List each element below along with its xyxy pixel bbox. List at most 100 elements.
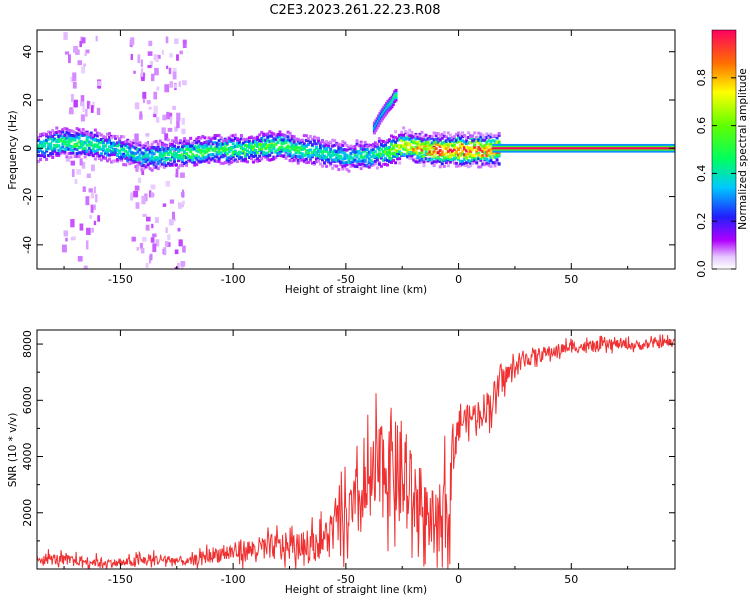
spectrogram-cell [440,132,444,136]
branch-cell [394,93,398,97]
spectrogram-cell [272,137,276,141]
spectrogram-cell [284,135,288,139]
spectrogram-cell [373,144,377,148]
spectrogram-cell [231,142,235,146]
spectrogram-cell [493,139,497,143]
spectrogram-cell [456,153,460,157]
spectrogram-cell [276,148,280,152]
spectrogram-cell [316,154,320,158]
spectrogram-cell [308,134,312,138]
noise-band-speck [181,189,185,198]
spectrogram-cell [294,148,298,152]
spectrogram-cell [471,148,475,152]
noise-band-speck [169,199,175,204]
spectrogram-cell [132,138,136,142]
noise-band-speck [137,177,142,184]
noise-band-speck [180,172,185,178]
spectrogram-cell [67,140,71,144]
spectrogram-cell [438,159,442,163]
spectrogram-cell [430,157,434,161]
spectrogram-cell [162,149,166,153]
spectrogram-cell [191,155,195,159]
spectrogram-cell [73,147,77,151]
spectrogram-cell [268,146,272,150]
spectrogram-cell [126,140,130,144]
noise-band-speck [165,227,168,234]
spectrogram-cell [219,142,223,146]
spectrogram-cell [89,131,93,135]
spectrogram-cell [493,134,497,138]
spectrogram-cell [385,158,389,162]
spectrogram-cell [270,144,274,148]
spectrogram-cell [61,130,65,134]
spectrogram-cell [245,153,249,157]
spectrogram-cell [108,149,112,153]
spectrogram-cell [319,162,323,166]
spectrogram-cell [428,146,432,150]
spectrogram-cell [402,153,406,157]
spectrogram-cell [434,157,438,161]
spectrogram-cell [410,140,414,144]
spectrogram-cell [134,146,138,150]
spectrogram-cell [201,159,205,163]
spectrogram-cell [268,130,272,134]
spectrogram-cell [99,138,103,142]
spectrogram-cell [108,153,112,157]
spectrogram-cell [85,136,89,140]
spectrogram-cell [385,146,389,150]
spectrogram-cell [260,149,264,153]
spectrogram-cell [105,132,109,136]
spectrogram-cell [239,151,243,155]
spectrogram-cell [250,135,254,139]
spectrogram-cell [67,132,71,136]
noise-band-speck [63,230,69,237]
spectrogram-cell [371,154,375,158]
noise-band-speck [179,50,183,55]
spectrogram-cell [329,163,333,167]
noise-band-speck [149,61,153,67]
spectrogram-cell [156,149,160,153]
spectrogram-cell [325,158,329,162]
noise-band-speck [136,247,140,251]
spectrogram-cell [316,150,320,154]
spectrogram-cell [300,152,304,156]
spectrogram-cell [154,155,158,159]
spectrogram-cell [241,147,245,151]
noise-band-speck [169,112,173,120]
spectrogram-cell [310,155,314,159]
spectrogram-cell [367,160,371,164]
spectrogram-cell [294,151,298,155]
spectrogram-cell [203,144,207,148]
spectrogram-cell [274,137,278,141]
spectrogram-cell [95,145,99,149]
spectrogram-cell [432,131,436,135]
spectrogram-cell [290,159,294,163]
spectrogram-cell [205,158,209,162]
spectrogram-cell [103,151,107,155]
spectrogram-cell [469,159,473,163]
spectrogram-cell [493,152,497,156]
spectrogram-cell [400,153,404,157]
spectrogram-cell [424,150,428,154]
spectrogram-cell [351,150,355,154]
spectrogram-cell [243,143,247,147]
spectrogram-cell [335,153,339,157]
spectrogram-cell [215,144,219,148]
spectrogram-cell [136,147,140,151]
spectrogram-cell [225,139,229,143]
spectrogram-cell [79,140,83,144]
spectrogram-cell [298,141,302,145]
spectrogram-cell [118,149,122,153]
noise-band-speck [80,95,85,103]
spectrogram-cell [245,160,249,164]
spectrogram-cell [278,138,282,142]
noise-band-speck [95,35,98,42]
spectrogram-cell [298,151,302,155]
noise-band-speck [174,38,179,44]
spectrogram-cell [245,149,249,153]
spectrogram-cell [187,146,191,150]
spectrogram-cell [428,134,432,138]
spectrogram-cell [156,142,160,146]
spectrogram-cell [452,135,456,139]
spectrogram-cell [363,163,367,167]
